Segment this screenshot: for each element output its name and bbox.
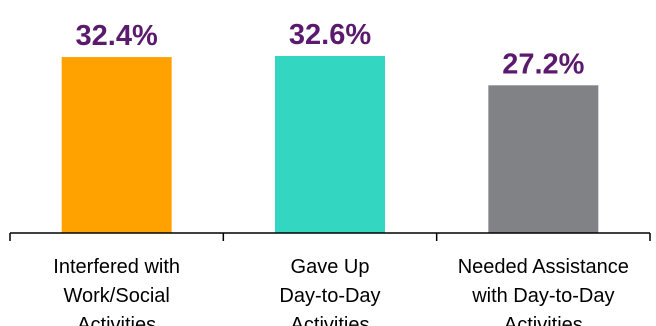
- bar-3: [488, 85, 599, 233]
- bar-2: [275, 55, 385, 234]
- category-label-line: with Day-to-Day: [471, 285, 614, 307]
- category-label-2: Gave Up Day-to-Day Activities: [279, 256, 380, 326]
- category-label-line: Day-to-Day: [279, 285, 380, 307]
- data-label-1: 32.4%: [76, 20, 158, 52]
- category-label-3: Needed Assistance with Day-to-Day Activiti…: [458, 256, 629, 326]
- category-label-line: Needed Assistance: [458, 256, 629, 278]
- category-label-line: Activities: [504, 314, 583, 326]
- category-label-line: Work/Social: [64, 285, 170, 307]
- data-label-3: 27.2%: [502, 48, 584, 80]
- x-axis: [9, 232, 651, 241]
- category-labels-layer: Interfered with Work/Social ActivitiesGave…: [53, 256, 629, 326]
- data-label-2: 32.6%: [289, 19, 371, 51]
- data-labels-layer: 32.4% 32.6% 27.2%: [76, 19, 585, 80]
- category-label-line: Gave Up: [291, 256, 370, 278]
- bars-layer: [61, 55, 599, 234]
- category-label-1: Interfered with Work/Social Activities: [53, 256, 180, 326]
- bar-1: [61, 57, 172, 234]
- category-label-line: Interfered with: [53, 256, 180, 278]
- category-label-line: Activities: [77, 314, 156, 326]
- category-label-line: Activities: [291, 314, 370, 326]
